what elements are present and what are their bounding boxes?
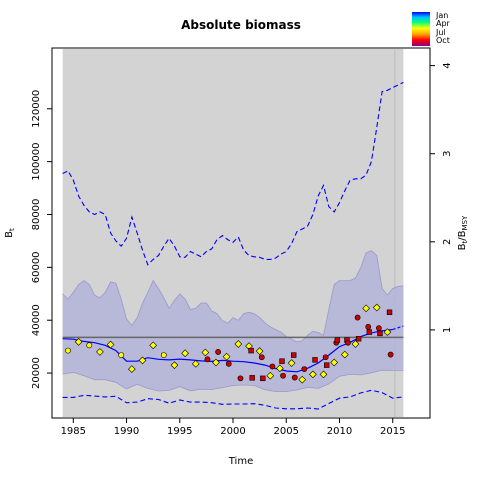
y-tick-label: 40000 [31, 304, 42, 336]
observation-point [248, 347, 254, 354]
observation-point [279, 358, 285, 364]
observation-point [138, 356, 147, 365]
observation-point [86, 342, 93, 349]
observation-point [269, 363, 276, 370]
legend-label-jul: Jul [435, 28, 446, 37]
legend-label-oct: Oct [436, 36, 450, 45]
median-line [62, 328, 393, 373]
y-axis-title: Bt [4, 228, 16, 238]
ci-lower-dashed-line [62, 389, 404, 410]
observation-point [201, 348, 210, 357]
observation-point [191, 359, 200, 368]
y-tick-label: 60000 [31, 251, 42, 283]
legend-label-apr: Apr [436, 19, 451, 28]
median-forecast-line [392, 325, 404, 331]
observation-point [291, 352, 297, 358]
observation-point [258, 354, 265, 361]
observation-point [215, 349, 222, 355]
observation-point [74, 338, 83, 346]
x-axis: 1985 1990 1995 2000 2005 2010 2015 [61, 418, 405, 437]
observation-point [322, 354, 329, 361]
observation-point [118, 352, 125, 358]
observation-point [319, 370, 328, 379]
ci-band-upper-edge [62, 250, 404, 343]
y-right-tick-label: 1 [442, 327, 453, 333]
observation-point [355, 336, 362, 342]
x-axis-title: Time [228, 456, 253, 467]
observation-point [312, 357, 318, 363]
observation-point [160, 352, 167, 358]
observation-point [298, 375, 307, 384]
observation-point [287, 359, 296, 367]
observation-point [234, 340, 243, 348]
observation-point [181, 349, 189, 358]
x-tick-label: 1995 [167, 426, 192, 437]
y-axis: 20000 40000 60000 80000 100000 120000 [31, 90, 52, 389]
ci-band-area [62, 250, 404, 392]
observation-point [354, 314, 361, 321]
x-tick-label: 2010 [327, 426, 352, 437]
observation-point [309, 370, 317, 379]
observation-point [249, 375, 255, 381]
observation-point [204, 356, 211, 363]
y-tick-label: 100000 [31, 143, 42, 181]
observation-point [386, 309, 393, 315]
observation-point [149, 341, 157, 350]
observation-point [334, 337, 341, 343]
observation-point [222, 352, 231, 361]
plot-frame [51, 47, 431, 419]
legend-label-jan: Jan [435, 11, 448, 20]
observation-point [212, 358, 220, 367]
x-tick-label: 1990 [114, 426, 139, 437]
observation-point [375, 325, 382, 332]
observation-point [276, 364, 284, 373]
y-right-tick-label: 2 [442, 239, 453, 245]
ci-band-lower-edge [62, 369, 404, 393]
y-right-tick-label: 4 [442, 62, 453, 68]
x-tick-label: 2000 [220, 426, 245, 437]
y-axis-right-title: Bt/BMSY [457, 215, 469, 250]
observation-point [362, 304, 370, 313]
observation-point [255, 347, 264, 355]
y-axis-right: 1 2 3 4 [430, 62, 453, 333]
x-tick-label: 2015 [380, 426, 405, 437]
observation-point [372, 303, 381, 312]
y-tick-label: 80000 [31, 199, 42, 231]
legend: Jan Apr Jul Oct [412, 11, 451, 46]
ci-upper-dashed-line [62, 81, 404, 266]
observation-point [128, 365, 136, 373]
y-tick-label: 20000 [31, 357, 42, 389]
y-tick-label: 120000 [31, 90, 42, 128]
observation-point [170, 361, 179, 369]
observation-point [366, 329, 373, 335]
observation-point [365, 323, 372, 330]
observation-point [266, 371, 275, 380]
observation-point [340, 350, 349, 359]
confidence-band [62, 250, 404, 393]
x-tick-label: 2005 [274, 426, 299, 437]
series-lines [62, 81, 404, 410]
y-right-tick-label: 3 [442, 151, 453, 157]
observation-point [383, 328, 392, 336]
observation-point [106, 340, 115, 349]
observation-point [291, 374, 298, 381]
observation-point [96, 348, 104, 356]
observation-point [351, 340, 360, 348]
observation-point [330, 358, 338, 367]
observation-point [65, 347, 71, 354]
observation-point [387, 351, 394, 358]
chart-title: Absolute biomass [181, 18, 301, 32]
observation-point [301, 366, 308, 373]
observation-point [377, 330, 383, 337]
observation-point [345, 339, 351, 346]
observation-point [280, 372, 286, 379]
observation-points [65, 303, 394, 384]
observation-point [237, 375, 244, 382]
legend-color-bar [412, 12, 430, 46]
observation-point [225, 360, 232, 367]
observation-point [260, 375, 266, 382]
x-tick-label: 1985 [61, 426, 86, 437]
observation-point [324, 362, 330, 368]
